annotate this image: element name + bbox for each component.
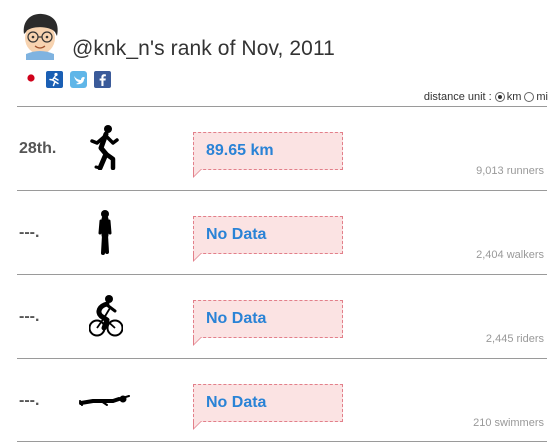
rank-row-walking: ---. No Data 2,404 walkers — [17, 191, 547, 275]
participant-count: 2,445 riders — [485, 333, 544, 345]
row-divider — [17, 358, 547, 359]
row-divider — [17, 190, 547, 191]
row-divider — [17, 441, 547, 442]
km-radio[interactable] — [494, 92, 505, 102]
distance-value-box: No Data — [193, 384, 343, 430]
row-divider — [17, 274, 547, 275]
rank-row-swimming: ---. No Data 210 swimmers — [17, 359, 547, 443]
cyclist-icon — [89, 295, 123, 337]
distance-unit-label: distance unit : — [423, 91, 492, 103]
distance-value: No Data — [206, 310, 267, 327]
twitter-icon[interactable] — [70, 71, 87, 88]
distance-value-box: No Data — [193, 216, 343, 262]
runner-app-icon[interactable] — [46, 71, 63, 88]
participant-count: 210 swimmers — [473, 417, 544, 429]
distance-value: No Data — [206, 226, 267, 243]
runner-icon — [90, 125, 119, 170]
walker-icon — [98, 210, 112, 255]
facebook-icon[interactable] — [94, 71, 111, 88]
distance-unit-selector: distance unit : km mi — [424, 91, 548, 103]
rank-text: 28th. — [19, 140, 57, 157]
km-option-label[interactable]: km — [506, 91, 522, 103]
distance-value-box: 89.65 km — [193, 132, 343, 178]
participant-count: 2,404 walkers — [476, 249, 544, 261]
mi-radio[interactable] — [524, 92, 535, 102]
rank-row-running: 28th. 89.65 km 9,013 runners — [17, 107, 547, 191]
header-divider — [17, 106, 547, 107]
rank-text: ---. — [19, 392, 40, 409]
rank-text: ---. — [19, 308, 40, 325]
distance-value-box: No Data — [193, 300, 343, 346]
participant-count: 9,013 runners — [476, 165, 544, 177]
mi-option-label[interactable]: mi — [536, 91, 548, 103]
distance-value: No Data — [206, 394, 267, 411]
japan-flag-icon[interactable] — [24, 71, 38, 85]
distance-value: 89.65 km — [206, 142, 274, 159]
swimmer-icon — [79, 395, 130, 406]
rank-text: ---. — [19, 224, 40, 241]
rank-row-cycling: ---. No Data 2,445 riders — [17, 275, 547, 359]
avatar[interactable] — [18, 12, 62, 60]
page-title: @knk_n's rank of Nov, 2011 — [72, 37, 335, 60]
